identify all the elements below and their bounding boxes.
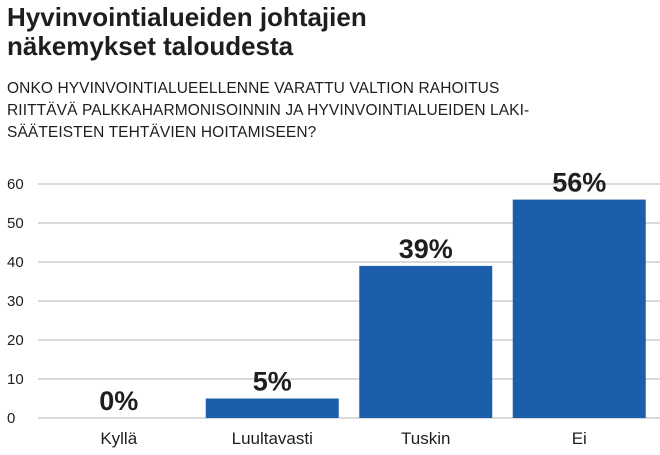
chart-title-line-1: Hyvinvointialueiden johtajien xyxy=(7,2,367,32)
y-tick-label: 60 xyxy=(7,176,24,193)
x-tick-label: Kyllä xyxy=(100,429,137,448)
x-axis-ticks: Kyllä Luultavasti Tuskin Ei xyxy=(100,429,586,448)
y-axis-ticks: 0 10 20 30 40 50 60 xyxy=(7,176,24,427)
chart-subtitle-line-2: RIITTÄVÄ PALKKAHARMONISOINNIN JA HYVINVO… xyxy=(7,102,530,119)
chart-subtitle-line-3: SÄÄTEISTEN TEHTÄVIEN HOITAMISEEN? xyxy=(7,124,317,141)
bars xyxy=(205,199,646,418)
x-tick-label: Luultavasti xyxy=(232,429,313,448)
y-tick-label: 20 xyxy=(7,332,24,349)
chart-title: Hyvinvointialueiden johtajien näkemykset… xyxy=(7,3,367,61)
value-label: 56% xyxy=(552,168,606,198)
chart-title-line-2: näkemykset taloudesta xyxy=(7,31,294,61)
value-label: 5% xyxy=(253,367,292,397)
y-tick-label: 50 xyxy=(7,215,24,232)
bar-luultavasti xyxy=(205,398,339,418)
value-label: 0% xyxy=(99,386,138,416)
bar-ei xyxy=(512,199,646,418)
bar-tuskin xyxy=(359,265,493,418)
y-tick-label: 40 xyxy=(7,254,24,271)
value-labels: 0% 5% 39% 56% xyxy=(99,168,606,416)
y-tick-label: 10 xyxy=(7,371,24,388)
y-tick-label: 0 xyxy=(7,410,15,427)
x-tick-label: Ei xyxy=(572,429,587,448)
chart-subtitle-line-1: ONKO HYVINVOINTIALUEELLENNE VARATTU VALT… xyxy=(7,80,500,97)
x-tick-label: Tuskin xyxy=(401,429,450,448)
value-label: 39% xyxy=(399,234,453,264)
y-tick-label: 30 xyxy=(7,293,24,310)
chart-subtitle: ONKO HYVINVOINTIALUEELLENNE VARATTU VALT… xyxy=(7,78,657,144)
